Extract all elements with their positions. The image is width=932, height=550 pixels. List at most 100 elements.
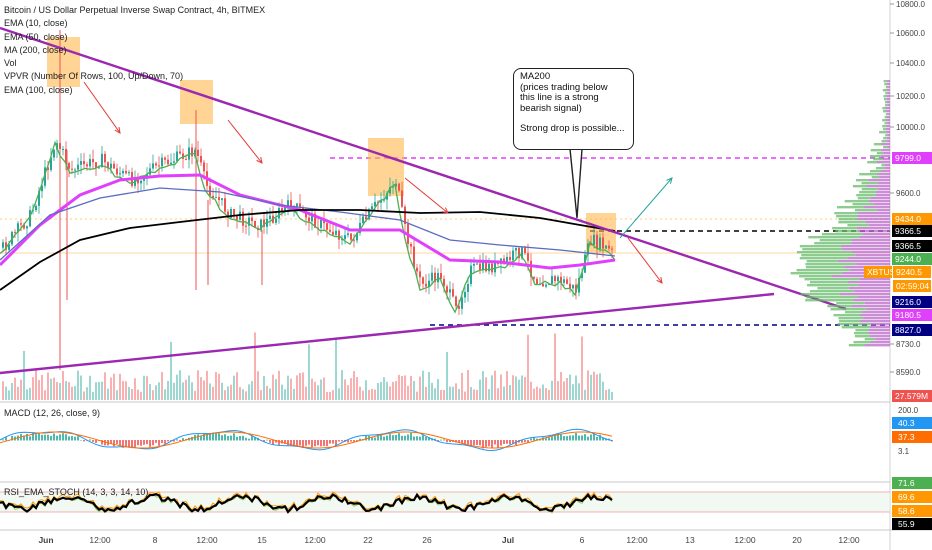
volume-bar bbox=[233, 375, 235, 400]
candle-body bbox=[425, 283, 427, 287]
macd-histogram-bar bbox=[149, 440, 151, 447]
profile-bar-up bbox=[884, 83, 888, 86]
profile-bar-down bbox=[877, 173, 890, 176]
volume-bar bbox=[461, 372, 463, 400]
indicator-ema10[interactable]: EMA (10, close) bbox=[4, 18, 68, 29]
volume-bar bbox=[170, 341, 172, 400]
macd-histogram-bar bbox=[242, 435, 244, 441]
volume-bar bbox=[296, 375, 298, 400]
macd-histogram-bar bbox=[548, 437, 550, 441]
volume-bar bbox=[398, 374, 400, 400]
candle-body bbox=[380, 200, 382, 203]
volume-bar bbox=[155, 385, 157, 400]
macd-histogram-bar bbox=[551, 436, 553, 441]
candle-body bbox=[479, 263, 481, 271]
profile-bar-down bbox=[853, 299, 890, 302]
macd-histogram-bar bbox=[437, 440, 439, 442]
macd-signal-line bbox=[0, 431, 613, 449]
macd-histogram-bar bbox=[92, 440, 94, 442]
candle-body bbox=[179, 151, 181, 154]
volume-bar bbox=[218, 373, 220, 400]
volume-bar bbox=[32, 377, 34, 400]
macd-histogram-bar bbox=[500, 440, 502, 446]
candle-body bbox=[461, 297, 463, 309]
profile-bar-up bbox=[867, 161, 878, 164]
volume-bar bbox=[599, 373, 601, 400]
volume-bar bbox=[68, 382, 70, 400]
volume-bar bbox=[242, 389, 244, 400]
chart-title: Bitcoin / US Dollar Perpetual Inverse Sw… bbox=[4, 5, 266, 15]
profile-bar-down bbox=[887, 104, 890, 107]
indicator-ma200[interactable]: MA (200, close) bbox=[4, 44, 67, 55]
macd-histogram-bar bbox=[578, 435, 580, 441]
profile-bar-up bbox=[859, 191, 876, 194]
indicator-vpvr[interactable]: VPVR (Number Of Rows, 100, Up/Down, 70) bbox=[4, 71, 184, 82]
candle-body bbox=[362, 216, 364, 223]
profile-bar-down bbox=[868, 200, 890, 203]
candle-series bbox=[2, 30, 613, 370]
macd-histogram-bar bbox=[443, 439, 445, 441]
profile-bar-up bbox=[844, 200, 869, 203]
profile-bar-up bbox=[805, 299, 854, 302]
price-label: 8827.0 bbox=[892, 324, 932, 336]
candle-body bbox=[335, 230, 337, 235]
volume-bar bbox=[467, 370, 469, 400]
volume-bar bbox=[146, 376, 148, 400]
profile-bar-down bbox=[875, 191, 890, 194]
macd-histogram-bar bbox=[95, 440, 97, 443]
indicator-ema100[interactable]: EMA (100, close) bbox=[4, 84, 73, 95]
macd-histogram-bar bbox=[182, 438, 184, 441]
candle-body bbox=[608, 245, 610, 249]
volume-bar bbox=[38, 379, 40, 400]
volume-bar bbox=[494, 370, 496, 400]
candle-body bbox=[554, 276, 556, 282]
annotation-callout[interactable]: MA200 (prices trading below this line is… bbox=[513, 68, 634, 150]
volume-bar bbox=[245, 391, 247, 400]
candle-body bbox=[611, 248, 613, 250]
volume-bar bbox=[587, 370, 589, 400]
profile-bar-down bbox=[870, 197, 890, 200]
indicator-ema50[interactable]: EMA (50, close) bbox=[4, 31, 68, 42]
volume-bar bbox=[89, 375, 91, 400]
volume-bar bbox=[533, 388, 535, 400]
time-tick-label: 12:00 bbox=[838, 535, 860, 545]
price-label-bg bbox=[893, 280, 931, 292]
price-label: XBTUSD bbox=[864, 266, 901, 278]
profile-bar-up bbox=[879, 131, 887, 134]
candle-body bbox=[101, 153, 103, 168]
candle-body bbox=[599, 237, 601, 250]
candle-body bbox=[263, 219, 265, 227]
macd-histogram-bar bbox=[446, 440, 448, 443]
macd-histogram-bar bbox=[311, 440, 313, 448]
candle-body bbox=[455, 296, 457, 307]
price-label: 9240.5 bbox=[893, 266, 931, 278]
macd-histogram-bar bbox=[209, 434, 211, 441]
candle-body bbox=[155, 163, 157, 166]
candle-body bbox=[449, 289, 451, 293]
profile-bar-up bbox=[805, 263, 857, 266]
candle-body bbox=[17, 223, 19, 233]
macd-histogram-bar bbox=[236, 436, 238, 441]
candle-body bbox=[182, 153, 184, 159]
macd-histogram-bar bbox=[581, 435, 583, 441]
candle-body bbox=[392, 186, 394, 188]
candle-body bbox=[386, 193, 388, 200]
volume-bar bbox=[374, 389, 376, 400]
profile-bar-down bbox=[886, 89, 890, 92]
price-label-text: 9434.0 bbox=[895, 214, 921, 224]
macd-label-bg bbox=[892, 431, 932, 443]
volume-bar bbox=[449, 386, 451, 400]
macd-histogram-bar bbox=[383, 436, 385, 441]
profile-bar-up bbox=[876, 152, 884, 155]
profile-bar-down bbox=[883, 152, 890, 155]
candle-body bbox=[338, 230, 340, 240]
volume-bar bbox=[572, 384, 574, 400]
macd-histogram-bar bbox=[224, 434, 226, 441]
arrow-line bbox=[404, 177, 449, 214]
indicator-vol[interactable]: Vol bbox=[4, 58, 17, 69]
macd-histogram-bar bbox=[563, 436, 565, 441]
volume-bar bbox=[263, 376, 265, 400]
volume-bar bbox=[350, 378, 352, 400]
volume-bar bbox=[281, 384, 283, 400]
